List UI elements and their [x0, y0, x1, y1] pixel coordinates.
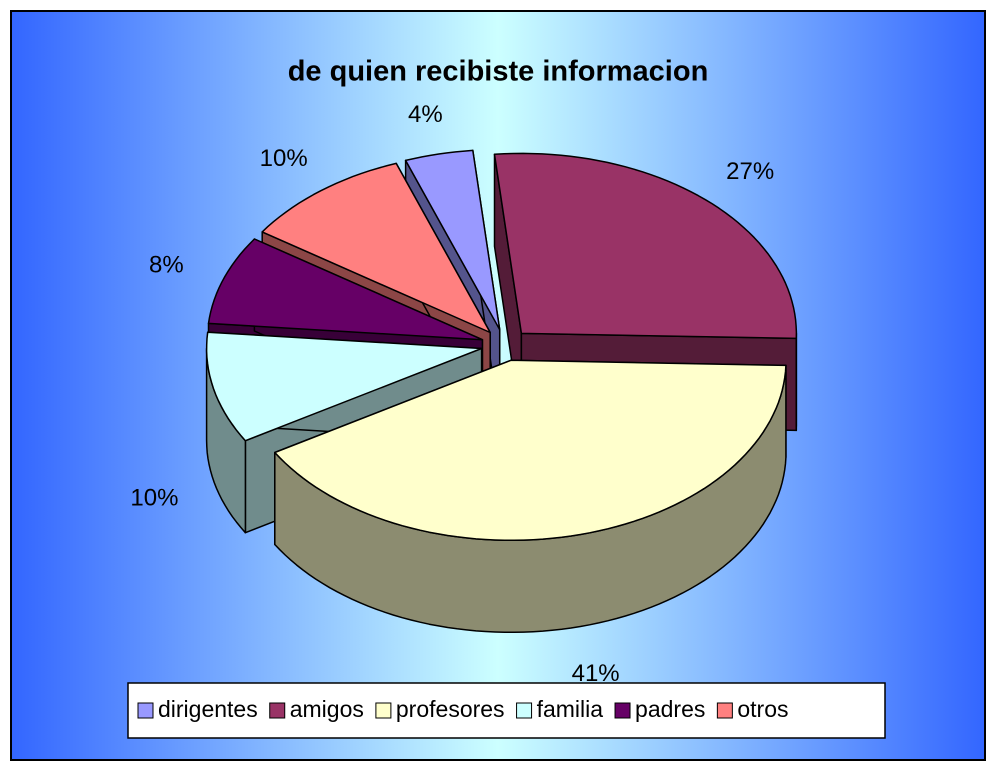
data-label: 27% [726, 158, 774, 185]
legend-swatch [138, 703, 153, 718]
legend-label: profesores [396, 696, 505, 722]
legend-swatch [615, 703, 630, 718]
legend-swatch [717, 703, 732, 718]
legend-items: dirigentes amigos profesores familia padres o… [138, 696, 789, 722]
legend-swatch [270, 703, 285, 718]
data-label: 8% [149, 251, 184, 278]
legend-label: dirigentes [158, 696, 258, 722]
legend-label: familia [537, 696, 604, 722]
legend-label: padres [635, 696, 705, 722]
legend-label: otros [737, 696, 788, 722]
data-label: 10% [260, 145, 308, 172]
legend-swatch [376, 703, 391, 718]
chart-title: de quien recibiste informacion [288, 56, 709, 88]
data-label: 10% [130, 485, 178, 512]
legend-label: amigos [290, 696, 364, 722]
data-label: 4% [408, 101, 443, 128]
legend-swatch [517, 703, 532, 718]
